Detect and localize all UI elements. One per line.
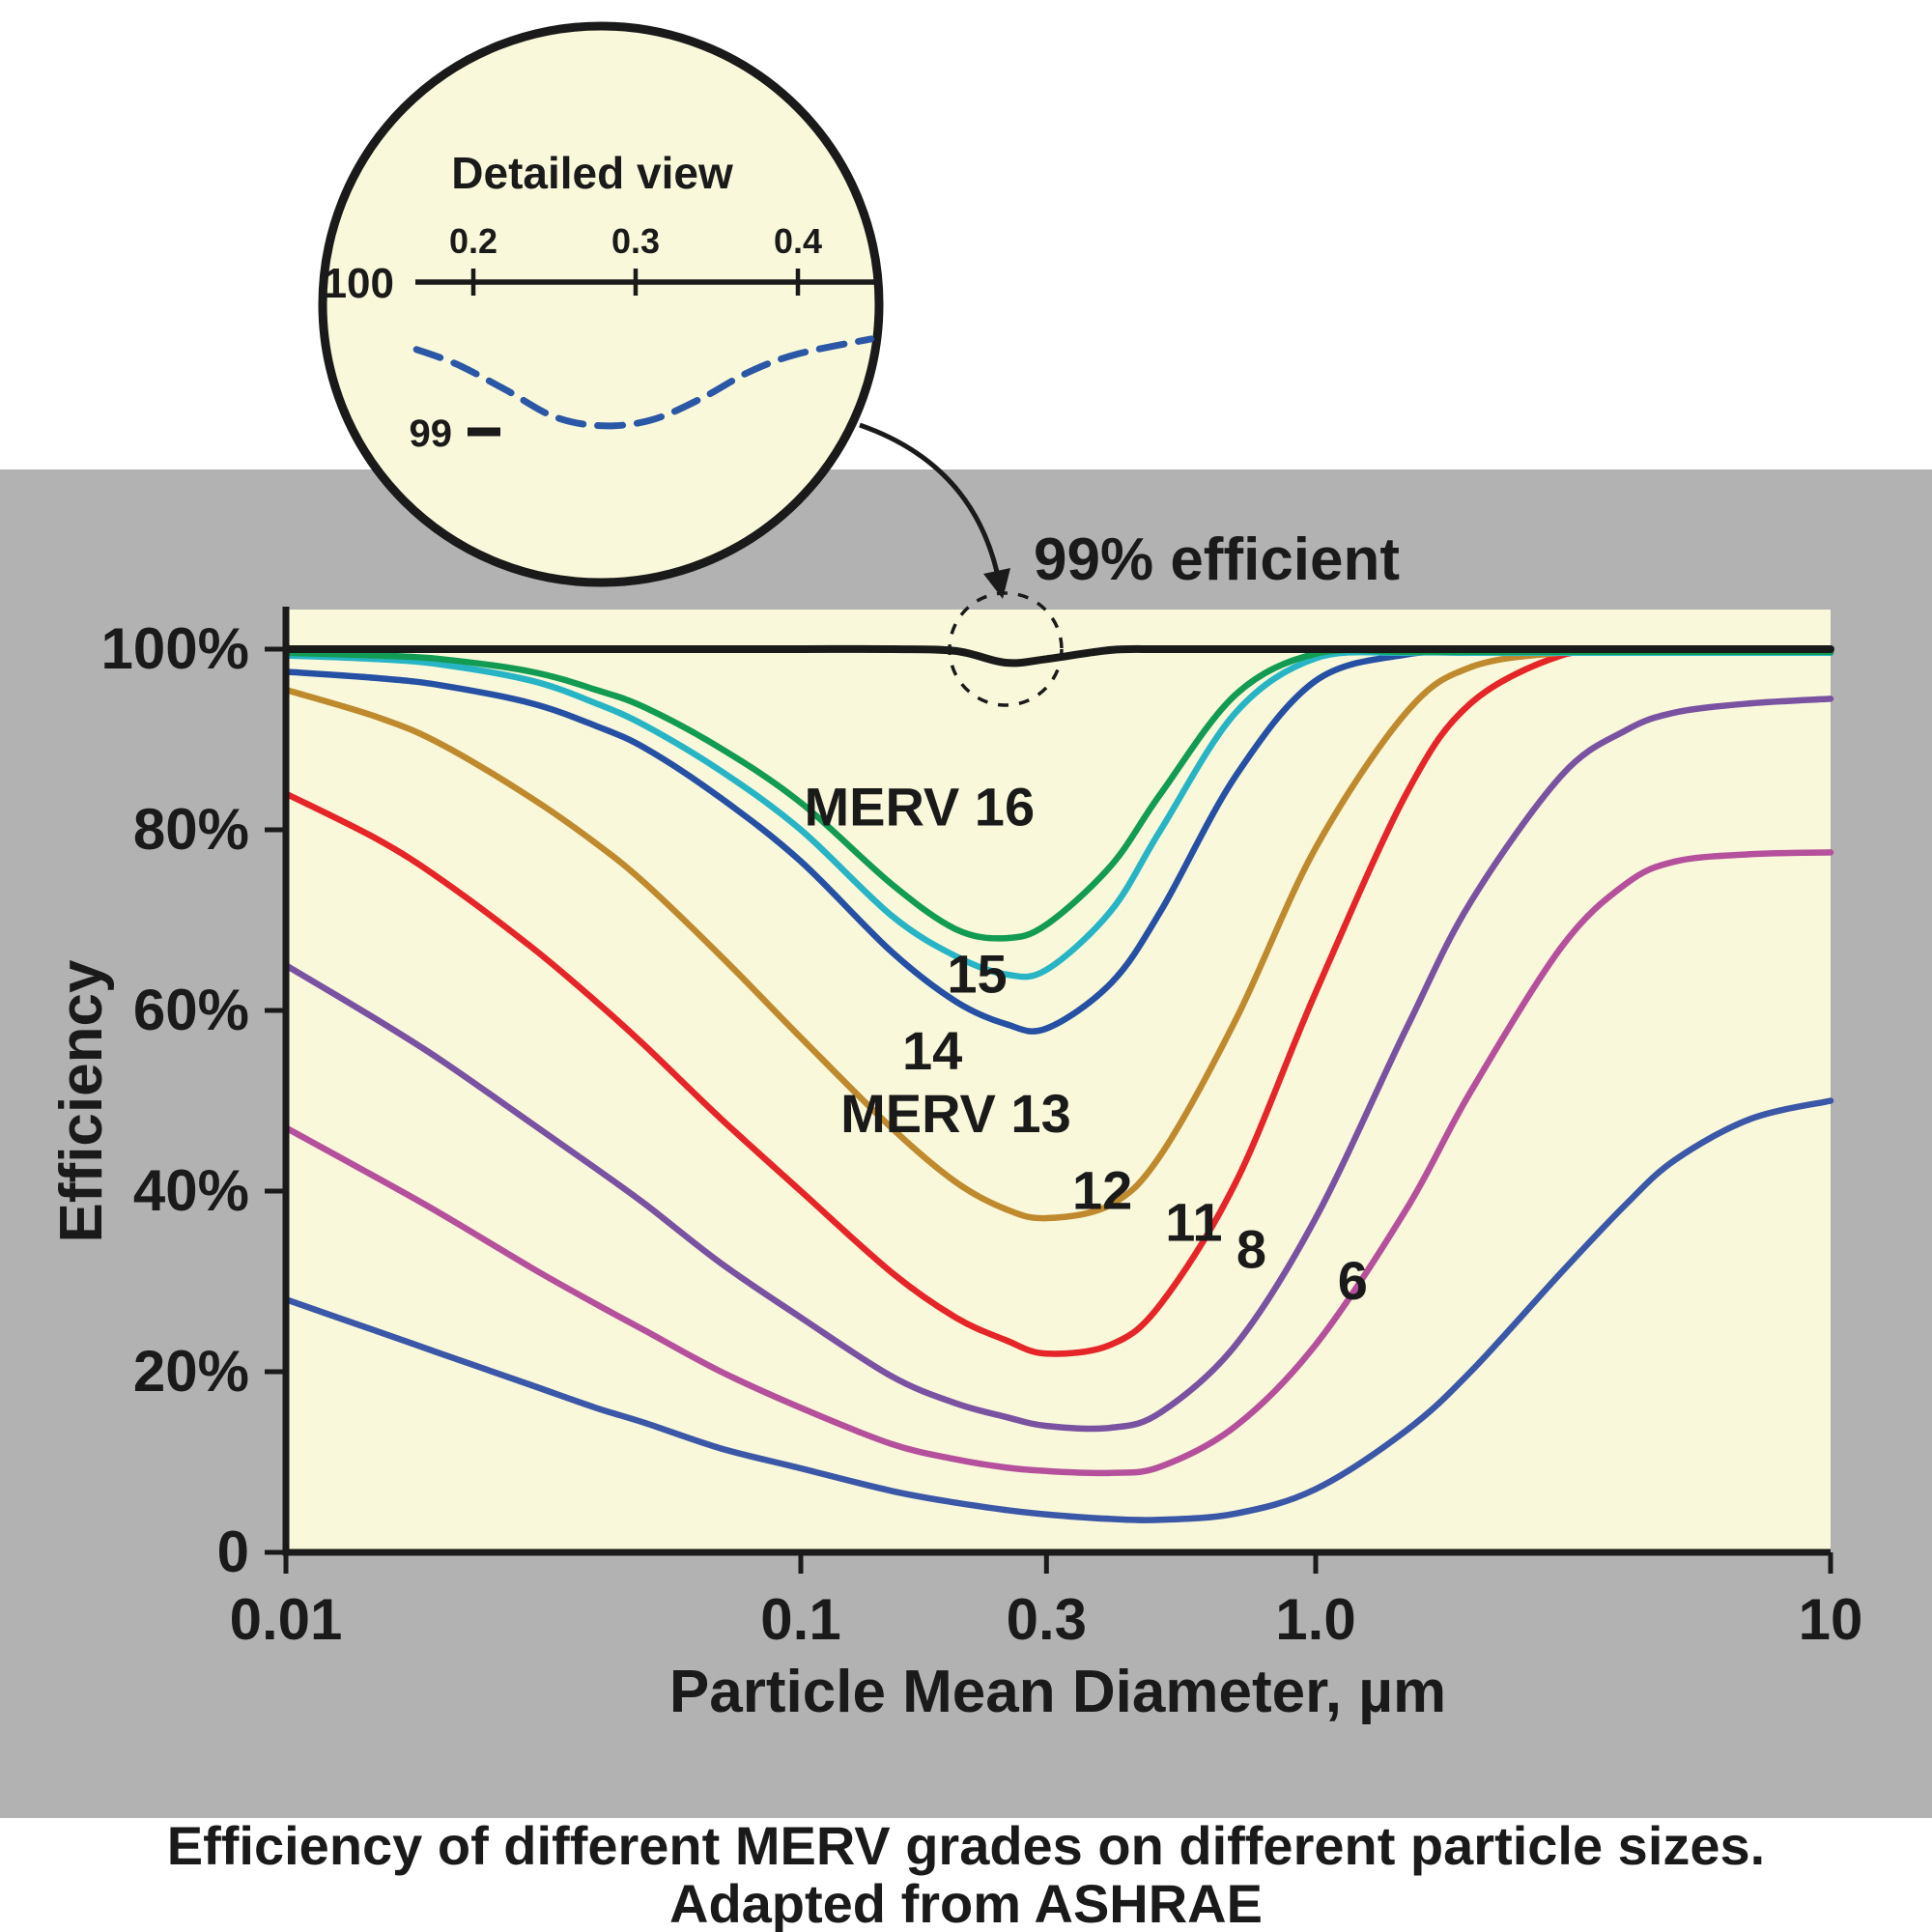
curve-merv-12 [282, 647, 1834, 1357]
curve-label-merv-11: 11 [1165, 1191, 1222, 1252]
curve-merv-11 [282, 696, 1834, 1433]
y-tick-label: 40% [133, 1158, 249, 1223]
x-tick-label: 0.3 [1007, 1587, 1087, 1652]
y-tick-label: 100% [101, 616, 249, 681]
y-axis-ticks: 0 20% 40% 60% 80% 100% [101, 616, 286, 1584]
arrow-head-icon [983, 568, 1010, 599]
x-axis-ticks: 0.01 0.1 0.3 1.0 10 [230, 1552, 1863, 1652]
dip-highlight-circle [948, 591, 1064, 707]
efficient-annotation: 99% efficient [1034, 526, 1400, 593]
x-tick-label: 0.1 [760, 1587, 840, 1652]
inset-title: Detailed view [451, 148, 733, 198]
inset-circle [318, 21, 884, 587]
curve-label-merv-8: 8 [1236, 1219, 1266, 1280]
curve-99-efficient [282, 644, 1834, 668]
curve-merv-6 [282, 1097, 1834, 1523]
y-tick-label: 80% [133, 797, 249, 862]
inset-100-label: 100 [324, 260, 394, 307]
curves-layer [282, 644, 1834, 1523]
y-tick-label: 0 [217, 1520, 249, 1584]
inset-x-tick-label: 0.4 [774, 221, 822, 261]
y-tick-label: 60% [133, 978, 249, 1042]
main-chart: 0.01 0.1 0.3 1.0 10 0 20% 40% 60% 80% 100% 6 811 12… [48, 607, 1862, 1725]
inset-x-tick-label: 0.2 [449, 221, 497, 261]
curve-label-merv-6: 6 [1338, 1250, 1368, 1311]
curve-label-merv-12: 12 [1072, 1160, 1132, 1221]
caption-line1: Efficiency of different MERV grades on d… [167, 1815, 1765, 1876]
caption-line2: Adapted from ASHRAE [669, 1873, 1263, 1932]
inset-detail-view: Detailed view 100 99 0.2 0.3 0.4 [318, 21, 884, 587]
x-tick-label: 10 [1799, 1587, 1863, 1652]
curve-merv-8 [282, 849, 1834, 1477]
x-tick-label: 1.0 [1275, 1587, 1355, 1652]
inset-99-label: 99 [410, 412, 453, 455]
curve-label-merv-13: MERV 13 [840, 1083, 1071, 1144]
inset-dynamic-layer: 0.2 0.3 0.4 [412, 221, 875, 430]
plot-area [286, 610, 1831, 1552]
curve-label-merv-15: 15 [947, 943, 1007, 1004]
inset-x-tick-label: 0.3 [611, 221, 660, 261]
curve-label-merv-16: MERV 16 [804, 776, 1035, 837]
curve-label-merv-14: 14 [902, 1020, 962, 1081]
x-axis-title: Particle Mean Diameter, µm [669, 1659, 1446, 1725]
arrow-connector [859, 422, 1000, 573]
y-axis-title: Efficiency [48, 959, 115, 1242]
y-tick-label: 20% [133, 1339, 249, 1404]
x-tick-label: 0.01 [230, 1587, 343, 1652]
